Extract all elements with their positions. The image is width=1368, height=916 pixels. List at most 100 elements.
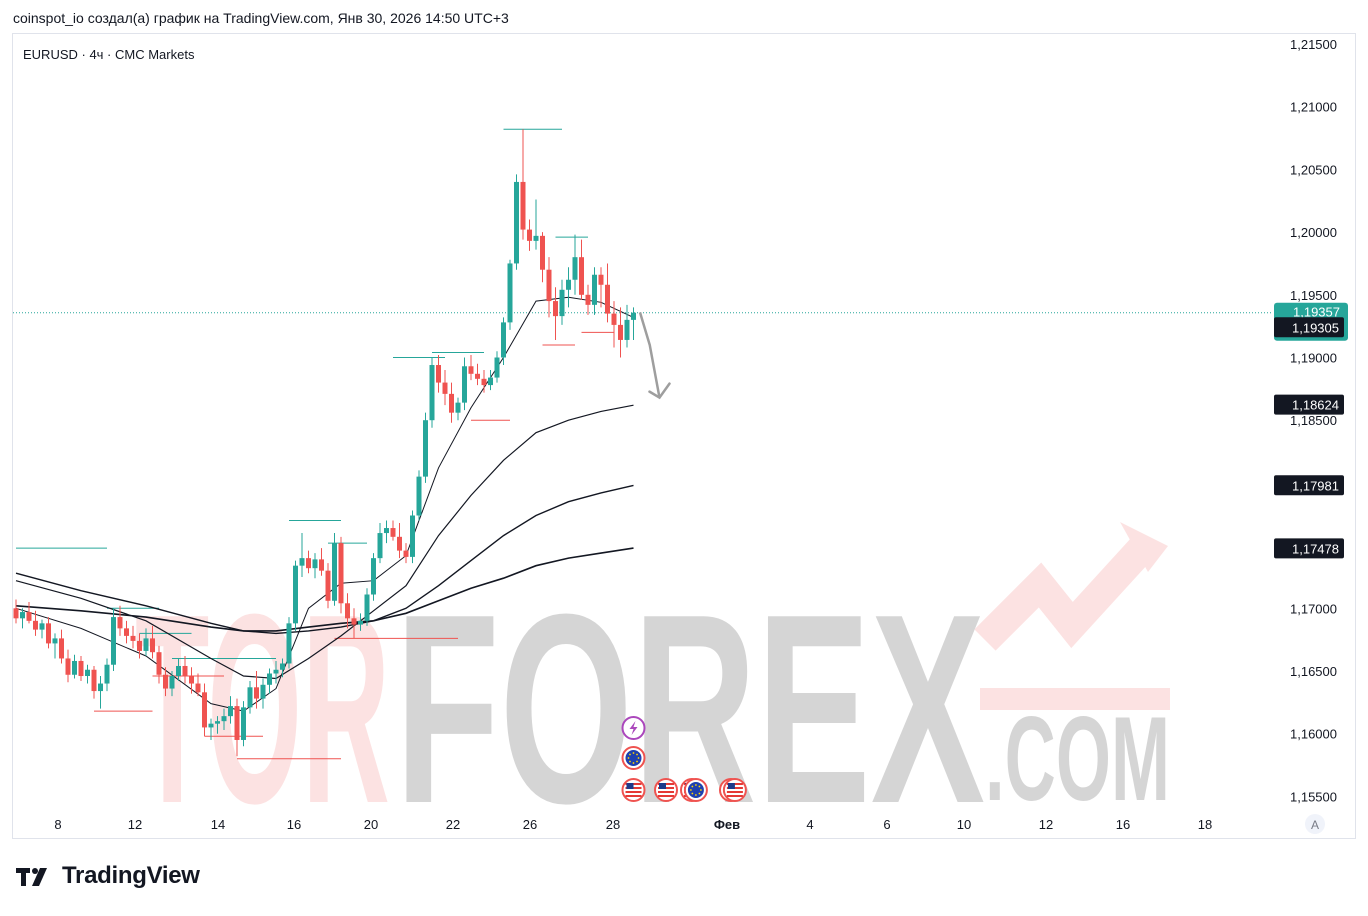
candle (579, 239, 584, 300)
candle-body (429, 365, 435, 421)
candle-body (221, 716, 227, 722)
eu-star (700, 789, 702, 791)
time-axis[interactable]: 8 12 14 16 20 22 26 28 Фев 4 6 10 12 16 18 A (54, 814, 1325, 834)
candle (566, 267, 571, 308)
candle (247, 681, 253, 714)
candle (403, 543, 409, 564)
candle-body (46, 623, 51, 644)
candle (598, 267, 604, 308)
candle (507, 259, 513, 330)
candle-body (52, 638, 58, 644)
candle (332, 533, 337, 606)
auto-scale-label: A (1311, 818, 1319, 832)
candle (85, 664, 90, 684)
price-tick-label: 1,20000 (1290, 225, 1337, 240)
time-tick-label: 8 (54, 817, 61, 832)
candle (299, 533, 305, 577)
events-layer[interactable] (621, 716, 747, 802)
price-label-value: 1,19305 (1292, 320, 1339, 335)
price-label-badge: 1,17478 (1274, 538, 1344, 559)
candle (150, 625, 155, 659)
candle-body (13, 608, 19, 619)
chart-frame (12, 33, 1356, 839)
candle (137, 633, 142, 659)
candle-body (618, 324, 623, 340)
candle (436, 354, 441, 393)
candle-body (442, 382, 448, 394)
candle (325, 563, 331, 609)
price-label-value: 1,17981 (1292, 478, 1339, 493)
candle (182, 655, 188, 684)
candle (358, 613, 363, 631)
tradingview-brand[interactable]: TradingView (16, 862, 200, 890)
lightning-event-icon (621, 716, 646, 740)
candles-layer (13, 129, 636, 757)
lightning-bolt (629, 721, 638, 735)
us-flag-event-icon (654, 778, 678, 802)
candle-body (436, 365, 441, 383)
candle (449, 382, 454, 423)
us-flag-event-icon (621, 778, 646, 802)
candle (455, 397, 461, 421)
candle (267, 668, 272, 694)
candle (293, 560, 298, 631)
candle (319, 548, 324, 576)
candle-body (533, 235, 539, 241)
candle-body (384, 528, 389, 534)
eu-star (636, 760, 638, 763)
us-stripe (625, 791, 642, 793)
time-tick-label: 28 (606, 817, 620, 832)
price-label-badge: 1,19305 (1274, 317, 1344, 338)
us-stripe (625, 795, 642, 797)
eu-star (629, 753, 631, 756)
candle-body (189, 676, 194, 684)
candle-body (475, 373, 480, 379)
price-label-badge: 1,17981 (1274, 475, 1344, 496)
us-stripe (658, 791, 674, 793)
candle-body (280, 663, 285, 670)
candle (13, 599, 19, 624)
candle-body (631, 312, 636, 320)
candle-body (163, 674, 168, 689)
candle-body (91, 669, 97, 692)
auto-scale-bg (1305, 814, 1325, 834)
candle (280, 658, 285, 678)
time-tick-label: 14 (211, 817, 225, 832)
auto-scale-button: A (1305, 814, 1325, 834)
moving-average-line (15, 547, 634, 632)
time-tick-label: Фев (714, 817, 740, 832)
candle-body (397, 536, 402, 551)
price-tick-label: 1,15500 (1290, 789, 1337, 804)
candle (488, 370, 493, 391)
candle (33, 610, 38, 636)
us-stripe (726, 795, 743, 797)
candle-body (260, 684, 266, 699)
candle-body (410, 515, 415, 557)
candle-body (137, 640, 142, 651)
candle-body (208, 723, 214, 728)
candle-body (332, 543, 337, 601)
candle (624, 304, 630, 348)
candle (286, 617, 292, 669)
candle (176, 658, 181, 682)
eu-star (627, 757, 630, 759)
candle (221, 708, 227, 730)
candle (559, 279, 565, 325)
time-tick-label: 16 (1116, 817, 1130, 832)
candle (462, 357, 467, 411)
candle (527, 219, 532, 251)
candle (572, 234, 578, 295)
candle-body (494, 357, 500, 378)
price-axis[interactable]: 1,21500 1,21000 1,20500 1,20000 1,19500 1,190… (1290, 37, 1337, 804)
candle-body (572, 257, 578, 280)
candle (215, 716, 220, 734)
candle-body (455, 402, 461, 413)
candle-body (273, 669, 279, 674)
candle (111, 608, 116, 671)
tradingview-logo-icon (16, 868, 47, 886)
candle (475, 363, 480, 386)
watermark-forex: FOREX (395, 559, 986, 860)
candle (494, 351, 500, 383)
candle (208, 718, 214, 740)
